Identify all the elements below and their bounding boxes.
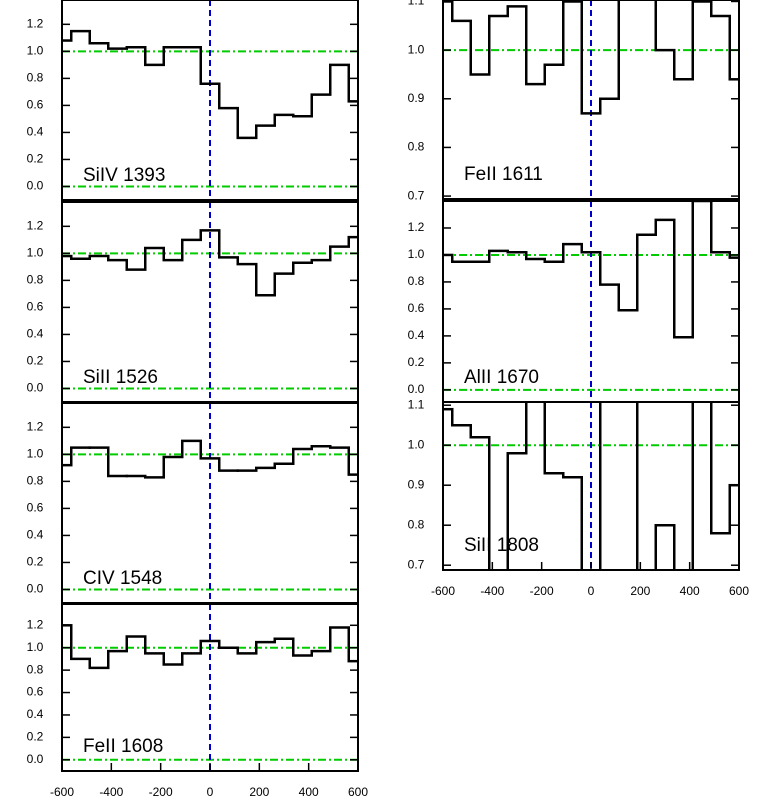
panel: 0.0 0.2 0.4 0.6 0.8 1.0 1.2 AlII 1670 bbox=[408, 200, 740, 403]
y-tick-label: 0.4 bbox=[408, 328, 425, 342]
y-tick-label: 0.0 bbox=[27, 381, 44, 395]
panel: 0.0 0.2 0.4 0.6 0.8 1.0 1.2 SiII 1526 bbox=[27, 201, 359, 403]
y-tick-label: 0.4 bbox=[27, 528, 44, 542]
y-tick-label: 0.0 bbox=[27, 179, 44, 193]
y-tick-label: 0.4 bbox=[27, 125, 44, 139]
y-tick-label: 0.8 bbox=[408, 140, 425, 154]
line-label: SiIV 1393 bbox=[83, 165, 165, 186]
y-tick-label: 0.6 bbox=[27, 98, 44, 112]
panel-frame bbox=[61, 0, 359, 201]
y-tick-label: 0.2 bbox=[27, 730, 44, 744]
x-tick-label: -400 bbox=[99, 785, 123, 799]
y-tick-label: 0.6 bbox=[27, 300, 44, 314]
y-tick-label: 1.0 bbox=[408, 247, 425, 261]
x-tick-label: -600 bbox=[431, 584, 455, 598]
y-tick-label: 1.0 bbox=[27, 44, 44, 58]
y-tick-label: 0.4 bbox=[27, 327, 44, 341]
y-tick-label: 0.8 bbox=[27, 273, 44, 287]
x-tick-label: -600 bbox=[50, 785, 74, 799]
y-tick-label: 1.0 bbox=[408, 42, 425, 56]
y-tick-label: 0.0 bbox=[27, 752, 44, 766]
y-tick-label: 1.0 bbox=[27, 246, 44, 260]
y-tick-label: 0.2 bbox=[27, 555, 44, 569]
y-tick-label: 1.0 bbox=[27, 447, 44, 461]
y-tick-label: 0.8 bbox=[408, 274, 425, 288]
x-tick-label: -200 bbox=[149, 785, 173, 799]
x-tick-label: -200 bbox=[530, 584, 554, 598]
x-tick-label: 400 bbox=[680, 584, 700, 598]
line-label: FeII 1608 bbox=[83, 736, 163, 757]
x-tick-label: 600 bbox=[348, 785, 368, 799]
y-tick-label: 1.0 bbox=[27, 640, 44, 654]
y-tick-label: 1.2 bbox=[408, 220, 425, 234]
y-tick-label: 1.2 bbox=[27, 16, 44, 30]
x-tick-label: 400 bbox=[299, 785, 319, 799]
y-tick-label: 0.6 bbox=[27, 501, 44, 515]
y-tick-label: 0.9 bbox=[408, 477, 425, 491]
plot-area bbox=[443, 0, 739, 199]
panel: 0.7 0.8 0.9 1.0 1.1 FeII 1611 bbox=[408, 0, 740, 202]
x-tick-label: 0 bbox=[207, 785, 214, 799]
y-tick-label: 1.1 bbox=[408, 397, 425, 411]
y-tick-label: 1.2 bbox=[27, 218, 44, 232]
y-tick-label: 0.8 bbox=[27, 474, 44, 488]
plot-area bbox=[443, 402, 739, 570]
y-tick-label: 1.2 bbox=[27, 419, 44, 433]
y-tick-label: 0.7 bbox=[408, 188, 425, 202]
y-tick-label: 0.7 bbox=[408, 557, 425, 571]
x-tick-label: 600 bbox=[729, 584, 749, 598]
line-label: FeII 1611 bbox=[464, 164, 543, 185]
panel: 0.7 0.8 0.9 1.0 1.1 -600 -400 -200 0 200 400 600 SiI… bbox=[408, 397, 750, 598]
y-tick-label: 1.0 bbox=[408, 437, 425, 451]
y-tick-label: 0.0 bbox=[408, 382, 425, 396]
y-tick-label: 0.6 bbox=[408, 301, 425, 315]
x-tick-label: 200 bbox=[630, 584, 650, 598]
panel: 0.0 0.2 0.4 0.6 0.8 1.0 1.2 -600 -400 -200 0 200 400… bbox=[27, 603, 368, 799]
y-tick-label: 0.4 bbox=[27, 707, 44, 721]
line-label: CIV 1548 bbox=[83, 568, 162, 589]
plot-area bbox=[62, 403, 358, 603]
line-label: SiII 1808 bbox=[464, 535, 539, 556]
y-tick-label: 0.2 bbox=[27, 152, 44, 166]
panel: 0.0 0.2 0.4 0.6 0.8 1.0 1.2 SiIV 1393 bbox=[27, 0, 359, 201]
y-tick-label: 0.9 bbox=[408, 91, 425, 105]
y-tick-label: 1.1 bbox=[408, 0, 425, 8]
y-tick-label: 0.6 bbox=[27, 685, 44, 699]
line-label: SiII 1526 bbox=[83, 367, 158, 388]
plot-area bbox=[62, 604, 358, 771]
y-tick-label: 0.2 bbox=[27, 354, 44, 368]
y-tick-label: 0.0 bbox=[27, 582, 44, 596]
plot-area bbox=[62, 202, 358, 402]
y-tick-label: 0.2 bbox=[408, 355, 425, 369]
x-tick-label: 200 bbox=[249, 785, 269, 799]
x-tick-label: 0 bbox=[588, 584, 595, 598]
y-tick-label: 1.2 bbox=[27, 617, 44, 631]
y-tick-label: 0.8 bbox=[408, 517, 425, 531]
line-label: AlII 1670 bbox=[464, 367, 539, 388]
y-tick-label: 0.8 bbox=[27, 71, 44, 85]
panel: 0.0 0.2 0.4 0.6 0.8 1.0 1.2 CIV 1548 bbox=[27, 402, 359, 604]
plot-area bbox=[62, 0, 358, 200]
x-tick-label: -400 bbox=[480, 584, 504, 598]
y-tick-label: 0.8 bbox=[27, 662, 44, 676]
